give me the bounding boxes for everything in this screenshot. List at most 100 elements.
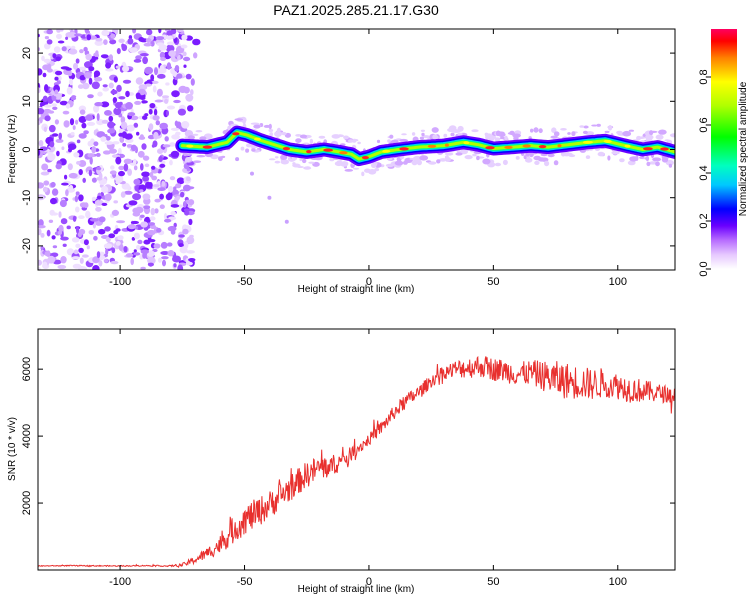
noise-speckle: [145, 181, 152, 189]
y-tick-label: -10: [21, 190, 33, 206]
noise-speckle: [147, 256, 156, 265]
ridge-peak: [463, 141, 470, 145]
noise-speckle: [73, 152, 80, 158]
noise-speckle: [137, 150, 145, 158]
noise-speckle: [166, 242, 173, 247]
ridge-peak: [186, 144, 194, 148]
noise-speckle: [110, 89, 118, 95]
noise-speckle: [177, 108, 186, 116]
noise-speckle: [182, 201, 187, 208]
noise-speckle: [104, 193, 112, 201]
ridge-halo: [347, 139, 354, 143]
noise-speckle: [66, 248, 74, 256]
noise-speckle: [65, 36, 69, 40]
noise-speckle: [112, 97, 118, 103]
noise-speckle: [188, 218, 193, 226]
noise-speckle: [57, 264, 67, 270]
noise-speckle: [78, 116, 87, 123]
ridge-halo: [268, 158, 276, 161]
noise-speckle: [145, 38, 152, 43]
ridge-halo: [390, 139, 399, 143]
noise-speckle: [121, 131, 128, 139]
noise-speckle: [103, 243, 113, 249]
noise-speckle: [61, 146, 65, 150]
noise-speckle: [92, 265, 100, 270]
noise-speckle: [130, 115, 139, 121]
noise-speckle: [113, 76, 118, 83]
ridge-halo: [444, 152, 454, 156]
noise-speckle: [176, 131, 181, 136]
ridge-peak: [382, 149, 391, 153]
ridge-halo: [530, 128, 534, 133]
noise-speckle: [182, 228, 189, 235]
ridge-halo: [251, 148, 256, 152]
noise-speckle: [184, 130, 194, 137]
colorbar-bar: [711, 29, 737, 269]
noise-speckle: [69, 118, 75, 126]
noise-speckle: [78, 133, 87, 139]
ridge-halo: [652, 157, 662, 162]
noise-speckle: [180, 44, 188, 49]
noise-speckle: [121, 43, 125, 49]
ridge-halo: [540, 153, 548, 157]
noise-speckle: [141, 171, 150, 177]
noise-speckle: [162, 144, 171, 148]
ridge-peak: [485, 146, 495, 150]
noise-speckle: [183, 208, 190, 212]
ridge-halo: [658, 129, 667, 135]
noise-speckle: [152, 115, 160, 121]
noise-speckle: [51, 235, 56, 240]
ridge-halo: [385, 163, 394, 168]
noise-speckle: [115, 65, 120, 69]
noise-speckle: [152, 85, 157, 93]
noise-speckle: [125, 253, 134, 258]
noise-speckle: [52, 53, 57, 59]
noise-speckle: [166, 62, 172, 70]
x-tick-label: -50: [237, 576, 253, 588]
ridge-halo: [534, 160, 540, 165]
noise-speckle: [73, 62, 78, 70]
ridge-halo: [409, 157, 415, 160]
noise-speckle: [97, 91, 103, 97]
noise-speckle: [138, 37, 145, 42]
noise-speckle: [96, 166, 102, 171]
ridge-halo: [329, 158, 335, 162]
noise-speckle: [93, 70, 101, 77]
noise-speckle: [52, 106, 58, 111]
ridge-halo: [528, 136, 532, 140]
noise-speckle: [159, 193, 165, 200]
ridge-halo: [308, 161, 315, 164]
noise-speckle: [142, 56, 149, 65]
noise-speckle: [66, 225, 71, 230]
ridge-halo: [402, 160, 408, 165]
noise-speckle: [123, 190, 133, 195]
noise-speckle: [132, 207, 141, 214]
noise-speckle: [184, 210, 190, 216]
ridge-halo: [422, 135, 430, 139]
ridge-halo: [499, 136, 506, 140]
ridge-halo: [411, 159, 418, 166]
noise-speckle: [126, 124, 135, 132]
ridge-halo: [375, 164, 382, 168]
noise-speckle: [174, 65, 180, 72]
ridge-halo: [401, 133, 407, 136]
noise-speckle: [142, 252, 147, 259]
ridge-halo: [457, 125, 464, 132]
noise-speckle: [177, 264, 184, 270]
noise-speckle: [94, 76, 103, 82]
noise-speckle: [158, 29, 162, 34]
ridge-halo: [253, 124, 261, 129]
noise-speckle: [160, 251, 170, 255]
x-tick-label: -100: [109, 276, 131, 288]
noise-speckle: [107, 121, 115, 129]
y-tick-label: 4000: [21, 424, 33, 448]
ridge-halo: [281, 132, 287, 136]
ridge-halo: [199, 136, 207, 141]
ridge-halo: [240, 116, 247, 123]
noise-speckle: [65, 67, 72, 71]
noise-speckle: [102, 87, 109, 92]
noise-speckle: [60, 256, 67, 264]
noise-speckle: [105, 248, 109, 256]
noise-speckle: [88, 169, 93, 177]
noise-speckle: [147, 134, 155, 140]
